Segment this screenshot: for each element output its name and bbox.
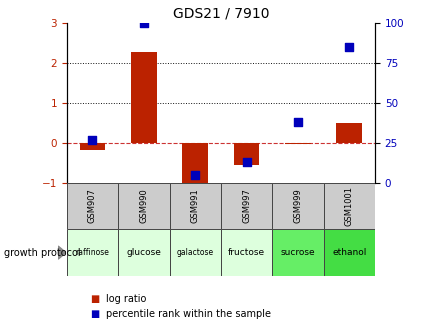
- Bar: [323, 183, 374, 229]
- Point: [140, 20, 147, 26]
- Title: GDS21 / 7910: GDS21 / 7910: [172, 6, 268, 20]
- Point: [243, 160, 249, 165]
- Text: GSM997: GSM997: [242, 189, 251, 223]
- Text: GSM907: GSM907: [88, 189, 97, 223]
- Text: ■: ■: [90, 309, 99, 319]
- Bar: [284, 143, 310, 144]
- Bar: [80, 143, 105, 150]
- Polygon shape: [58, 246, 66, 259]
- Bar: [272, 229, 323, 276]
- Point: [191, 173, 198, 178]
- Bar: [233, 143, 259, 165]
- Bar: [182, 143, 208, 184]
- Bar: [336, 123, 361, 143]
- Text: GSM991: GSM991: [190, 189, 199, 223]
- Bar: [169, 229, 220, 276]
- Text: percentile rank within the sample: percentile rank within the sample: [105, 309, 270, 319]
- Bar: [118, 183, 169, 229]
- Bar: [220, 229, 272, 276]
- Point: [89, 137, 96, 143]
- Bar: [118, 229, 169, 276]
- Text: fructose: fructose: [227, 248, 264, 257]
- Text: log ratio: log ratio: [105, 294, 146, 304]
- Text: sucrose: sucrose: [280, 248, 314, 257]
- Bar: [220, 183, 272, 229]
- Bar: [67, 229, 118, 276]
- Text: ethanol: ethanol: [332, 248, 366, 257]
- Point: [345, 44, 352, 49]
- Bar: [272, 183, 323, 229]
- Point: [294, 120, 301, 125]
- Text: ■: ■: [90, 294, 99, 304]
- Text: raffinose: raffinose: [75, 248, 109, 257]
- Text: glucose: glucose: [126, 248, 161, 257]
- Bar: [131, 52, 157, 143]
- Text: GSM999: GSM999: [293, 189, 302, 223]
- Text: galactose: galactose: [176, 248, 213, 257]
- Text: GSM1001: GSM1001: [344, 186, 353, 226]
- Text: GSM990: GSM990: [139, 189, 148, 223]
- Text: growth protocol: growth protocol: [4, 248, 81, 258]
- Bar: [169, 183, 220, 229]
- Bar: [323, 229, 374, 276]
- Bar: [67, 183, 118, 229]
